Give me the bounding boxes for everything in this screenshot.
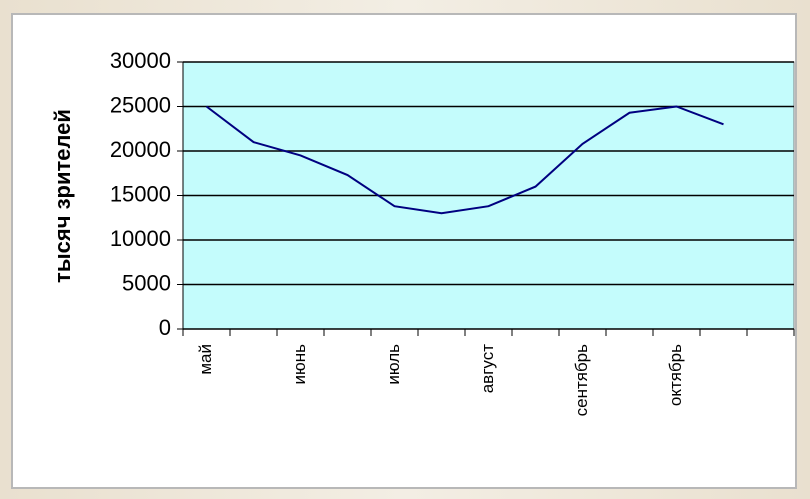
y-tick-label: 30000 (110, 48, 171, 73)
x-tick-label: май (196, 344, 215, 375)
y-tick-label: 10000 (110, 226, 171, 251)
x-tick-label: июль (384, 344, 403, 385)
x-tick-label: июнь (290, 344, 309, 385)
y-axis-title: тысяч зрителей (50, 109, 75, 283)
x-tick-label: сентябрь (572, 344, 591, 417)
y-tick-label: 0 (159, 315, 171, 340)
y-tick-label: 20000 (110, 137, 171, 162)
y-tick-label: 5000 (122, 270, 171, 295)
y-tick-label: 25000 (110, 92, 171, 117)
line-series (205, 105, 724, 215)
y-tick-label: 15000 (110, 181, 171, 206)
x-tick-label: август (478, 344, 497, 393)
x-tick-label: октябрь (666, 344, 685, 406)
